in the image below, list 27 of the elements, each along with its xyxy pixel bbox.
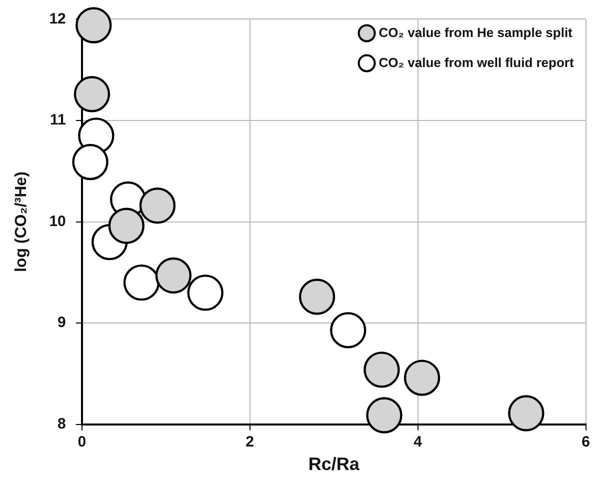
y-tick-label: 9 bbox=[58, 314, 66, 332]
legend-label: CO₂ value from well fluid report bbox=[378, 54, 574, 70]
point bbox=[74, 76, 110, 112]
point bbox=[364, 352, 400, 388]
y-tick-label: 12 bbox=[49, 10, 66, 28]
point bbox=[76, 7, 112, 44]
point bbox=[404, 360, 440, 396]
point bbox=[139, 187, 176, 224]
point bbox=[508, 395, 544, 432]
point bbox=[155, 257, 192, 294]
point bbox=[123, 264, 160, 301]
x-tick-label: 2 bbox=[246, 434, 254, 451]
point bbox=[330, 312, 366, 348]
point bbox=[187, 274, 224, 311]
y-tick-label: 10 bbox=[49, 212, 66, 230]
x-tick-label: 6 bbox=[582, 434, 590, 451]
x-tick-label: 0 bbox=[78, 434, 86, 451]
x-axis-title: Rc/Ra bbox=[308, 454, 360, 474]
y-tick-label: 8 bbox=[58, 416, 66, 433]
point bbox=[72, 144, 108, 180]
point bbox=[298, 278, 336, 315]
y-tick-label: 11 bbox=[50, 112, 66, 129]
x-tick-label: 4 bbox=[414, 434, 423, 451]
y-axis-title: log (CO₂/³He) bbox=[13, 172, 30, 272]
legend-label: CO₂ value from He sample split bbox=[378, 24, 574, 40]
point bbox=[108, 208, 144, 244]
point bbox=[366, 397, 402, 434]
